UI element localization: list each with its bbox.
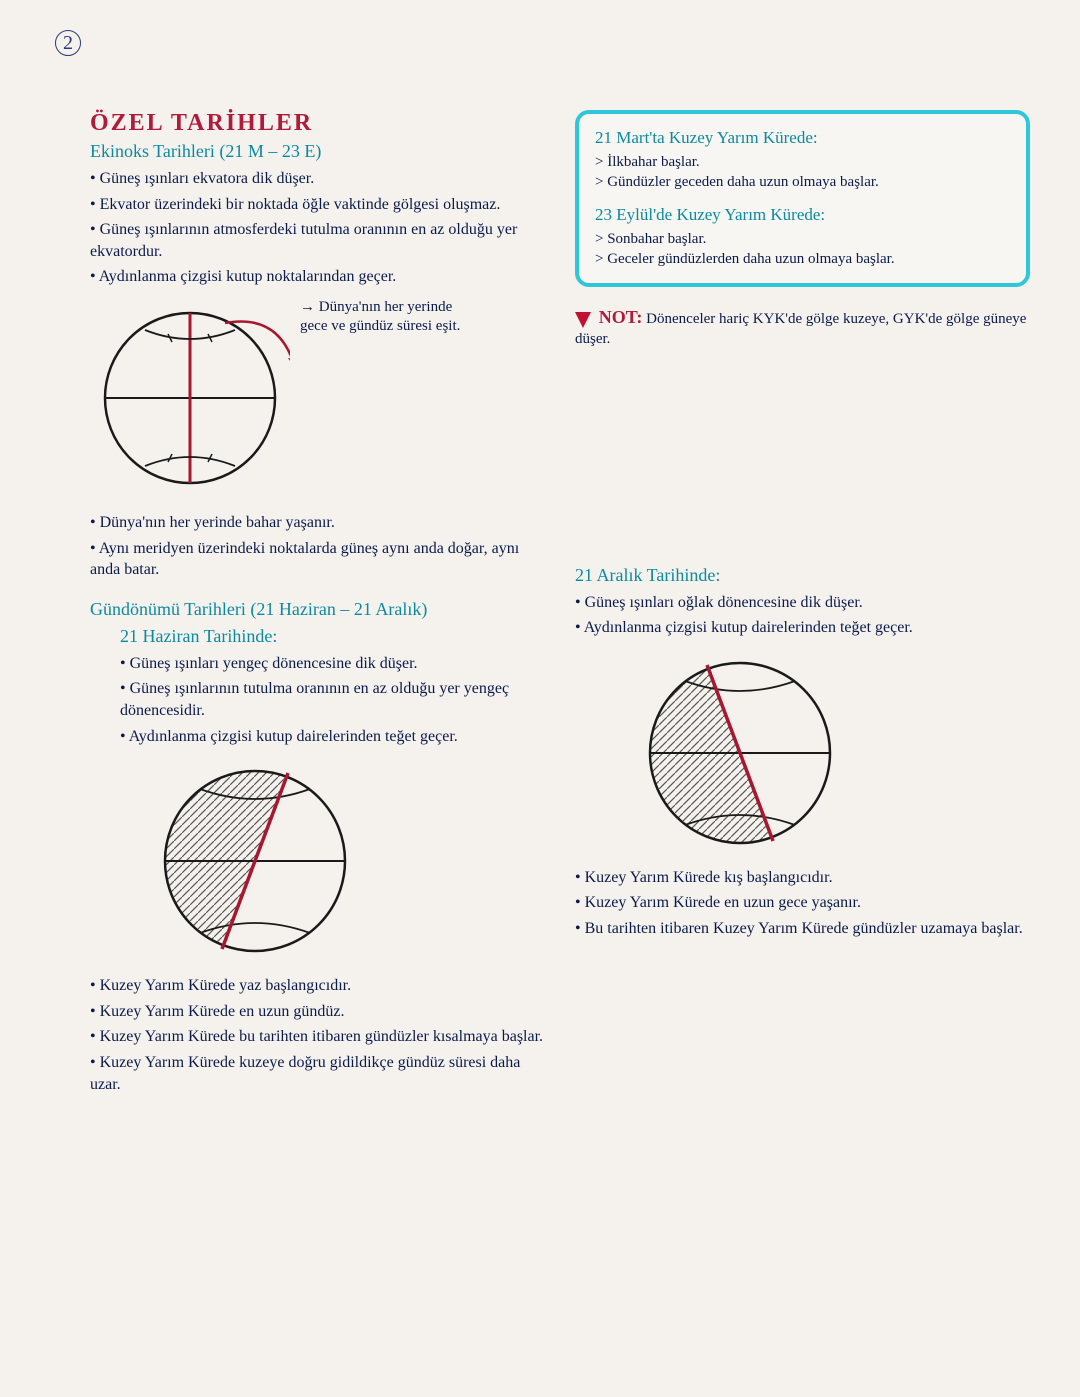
exclamation-icon: [575, 312, 591, 328]
equinox-diagram-caption: → Dünya'nın her yerinde gece ve gündüz s…: [300, 298, 480, 337]
dec-diagram-wrap: [635, 653, 1030, 853]
june-after-line: Kuzey Yarım Kürede yaz başlangıcıdır.: [90, 975, 545, 997]
box-line: Gündüzler geceden daha uzun olmaya başla…: [595, 172, 1010, 192]
june-diagram-wrap: [150, 761, 545, 961]
equinox-heading: Ekinoks Tarihleri (21 M – 23 E): [90, 141, 545, 162]
equinox-diagram-row: → Dünya'nın her yerinde gece ve gündüz s…: [90, 298, 545, 498]
june-line: Güneş ışınlarının tutulma oranının en az…: [120, 678, 545, 721]
equinox-line: Güneş ışınları ekvatora dik düşer.: [90, 168, 545, 190]
june-after-line: Kuzey Yarım Kürede bu tarihten itibaren …: [90, 1026, 545, 1048]
note-block: NOT: Dönenceler hariç KYK'de gölge kuzey…: [575, 305, 1030, 350]
box-line: Geceler gündüzlerden daha uzun olmaya ba…: [595, 249, 1010, 269]
right-column: 21 Mart'ta Kuzey Yarım Kürede: İlkbahar …: [575, 110, 1030, 1099]
main-title: ÖZEL TARİHLER: [90, 110, 545, 137]
equinox-line: Aydınlanma çizgisi kutup noktalarından g…: [90, 266, 545, 288]
june-after-line: Kuzey Yarım Kürede en uzun gündüz.: [90, 1001, 545, 1023]
june-globe-diagram: [150, 761, 360, 961]
box-heading-sept: 23 Eylül'de Kuzey Yarım Kürede:: [595, 205, 1010, 225]
june-after-line: Kuzey Yarım Kürede kuzeye doğru gidildik…: [90, 1052, 545, 1095]
box-line: Sonbahar başlar.: [595, 229, 1010, 249]
equinox-line: Ekvator üzerindeki bir noktada öğle vakt…: [90, 194, 545, 216]
equinox-line: Güneş ışınlarının atmosferdeki tutulma o…: [90, 219, 545, 262]
equinox-after-line: Dünya'nın her yerinde bahar yaşanır.: [90, 512, 545, 534]
highlight-box: 21 Mart'ta Kuzey Yarım Kürede: İlkbahar …: [575, 110, 1030, 287]
dec-title: 21 Aralık Tarihinde:: [575, 565, 1030, 586]
solstice-heading: Gündönümü Tarihleri (21 Haziran – 21 Ara…: [90, 599, 545, 620]
left-column: ÖZEL TARİHLER Ekinoks Tarihleri (21 M – …: [90, 110, 545, 1099]
june-line: Güneş ışınları yengeç dönencesine dik dü…: [120, 653, 545, 675]
note-text: Dönenceler hariç KYK'de gölge kuzeye, GY…: [575, 311, 1026, 347]
dec-line: Güneş ışınları oğlak dönencesine dik düş…: [575, 592, 1030, 614]
dec-line: Aydınlanma çizgisi kutup dairelerinden t…: [575, 617, 1030, 639]
dec-globe-diagram: [635, 653, 845, 853]
dec-after-line: Bu tarihten itibaren Kuzey Yarım Kürede …: [575, 918, 1030, 940]
page-number: 2: [55, 30, 81, 56]
dec-after-line: Kuzey Yarım Kürede en uzun gece yaşanır.: [575, 892, 1030, 914]
diagram-caption-text: → Dünya'nın her yerinde gece ve gündüz s…: [300, 299, 460, 335]
june-title: 21 Haziran Tarihinde:: [120, 626, 545, 647]
note-label: NOT:: [599, 307, 643, 327]
june-line: Aydınlanma çizgisi kutup dairelerinden t…: [120, 726, 545, 748]
box-line: İlkbahar başlar.: [595, 152, 1010, 172]
two-column-layout: ÖZEL TARİHLER Ekinoks Tarihleri (21 M – …: [90, 110, 1030, 1099]
equinox-globe-diagram: [90, 298, 290, 498]
box-heading-march: 21 Mart'ta Kuzey Yarım Kürede:: [595, 128, 1010, 148]
equinox-after-line: Aynı meridyen üzerindeki noktalarda güne…: [90, 538, 545, 581]
dec-after-line: Kuzey Yarım Kürede kış başlangıcıdır.: [575, 867, 1030, 889]
